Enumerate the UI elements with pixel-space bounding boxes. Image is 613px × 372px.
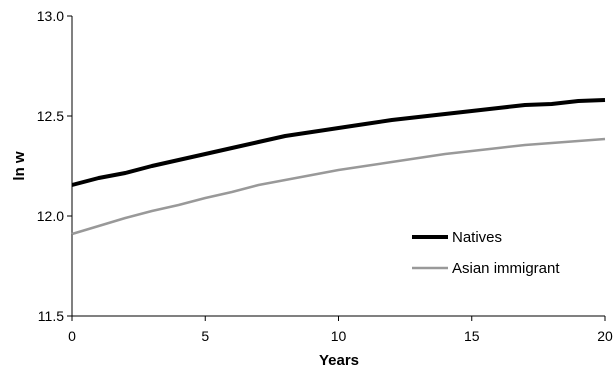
- series-lines: [71, 98, 606, 236]
- y-tick-label: 11.5: [38, 308, 64, 324]
- legend: Natives Asian immigrant: [412, 229, 560, 277]
- legend-label: Asian immigrant: [452, 260, 560, 277]
- y-tick-label: 12.0: [37, 208, 64, 224]
- y-tick-label: 13.0: [37, 8, 64, 24]
- series-line-asian-immigrant: [71, 137, 606, 236]
- legend-label: Natives: [452, 229, 502, 246]
- x-axis-title: Years: [319, 352, 359, 369]
- x-tick-label: 10: [331, 328, 347, 344]
- y-tick-label: 12.5: [37, 108, 64, 124]
- x-tick-label: 20: [597, 328, 613, 344]
- series-line-natives: [71, 98, 606, 187]
- x-tick-label: 5: [201, 328, 209, 344]
- y-axis-title: ln w: [11, 151, 28, 180]
- x-tick-label: 15: [464, 328, 480, 344]
- x-tick-label: 0: [68, 328, 76, 344]
- axes: 11.5 12.0 12.5 13.0 0 5 10 15 20: [37, 8, 613, 344]
